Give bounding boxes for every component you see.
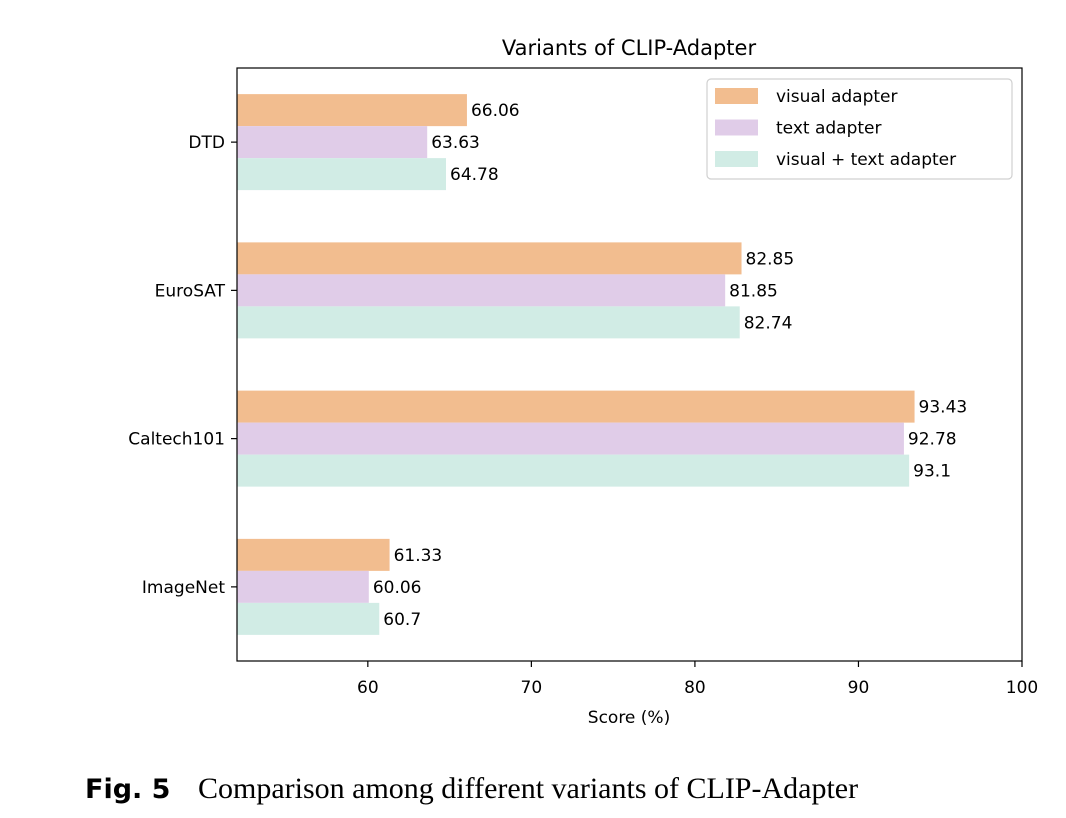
legend-box bbox=[706, 78, 1013, 180]
plot-frame bbox=[236, 67, 1023, 662]
data-label: 92.78 bbox=[908, 430, 957, 450]
bar bbox=[237, 538, 390, 571]
y-tick-label: EuroSAT bbox=[155, 281, 226, 301]
data-label: 61.33 bbox=[394, 546, 443, 566]
bar bbox=[237, 422, 904, 455]
data-label: 60.7 bbox=[383, 610, 421, 630]
data-label: 81.85 bbox=[729, 281, 778, 301]
data-label: 63.63 bbox=[431, 133, 480, 153]
x-axis-label: Score (%) bbox=[588, 708, 670, 728]
y-tick-label: DTD bbox=[188, 133, 225, 153]
bar bbox=[237, 126, 428, 159]
x-tick-label: 80 bbox=[684, 678, 706, 698]
data-label: 64.78 bbox=[450, 165, 499, 185]
legend-label: visual + text adapter bbox=[776, 150, 956, 170]
data-label: 93.1 bbox=[913, 462, 951, 482]
legend-swatch bbox=[715, 88, 758, 104]
legend-swatch bbox=[715, 151, 758, 167]
bar bbox=[237, 274, 726, 307]
legend-label: text adapter bbox=[776, 119, 882, 139]
bar bbox=[237, 306, 740, 339]
bar bbox=[237, 602, 380, 635]
data-label: 60.06 bbox=[373, 578, 422, 598]
bar bbox=[237, 158, 447, 191]
data-label: 66.06 bbox=[471, 101, 520, 121]
figure-caption: Fig. 5 Comparison among different varian… bbox=[85, 772, 858, 805]
x-tick-label: 70 bbox=[521, 678, 543, 698]
x-tick-label: 90 bbox=[848, 678, 870, 698]
legend: visual adapter text adapter visual + text … bbox=[706, 78, 1013, 180]
data-label: 82.85 bbox=[746, 249, 795, 269]
caption-text: Comparison among different variants of C… bbox=[198, 772, 858, 805]
chart-title: Variants of CLIP-Adapter bbox=[502, 36, 757, 60]
bar bbox=[237, 390, 915, 423]
data-label: 82.74 bbox=[744, 313, 793, 333]
y-tick-label: ImageNet bbox=[142, 578, 225, 598]
bar bbox=[237, 454, 910, 487]
data-label: 93.43 bbox=[919, 398, 968, 418]
bar bbox=[237, 94, 467, 127]
bar bbox=[237, 570, 369, 603]
legend-swatch bbox=[715, 119, 758, 136]
x-tick-label: 100 bbox=[1006, 678, 1038, 698]
caption-label: Fig. 5 bbox=[85, 774, 170, 805]
x-tick-label: 60 bbox=[357, 678, 379, 698]
y-tick-label: Caltech101 bbox=[128, 430, 225, 450]
bar bbox=[237, 242, 742, 275]
legend-label: visual adapter bbox=[776, 87, 898, 107]
